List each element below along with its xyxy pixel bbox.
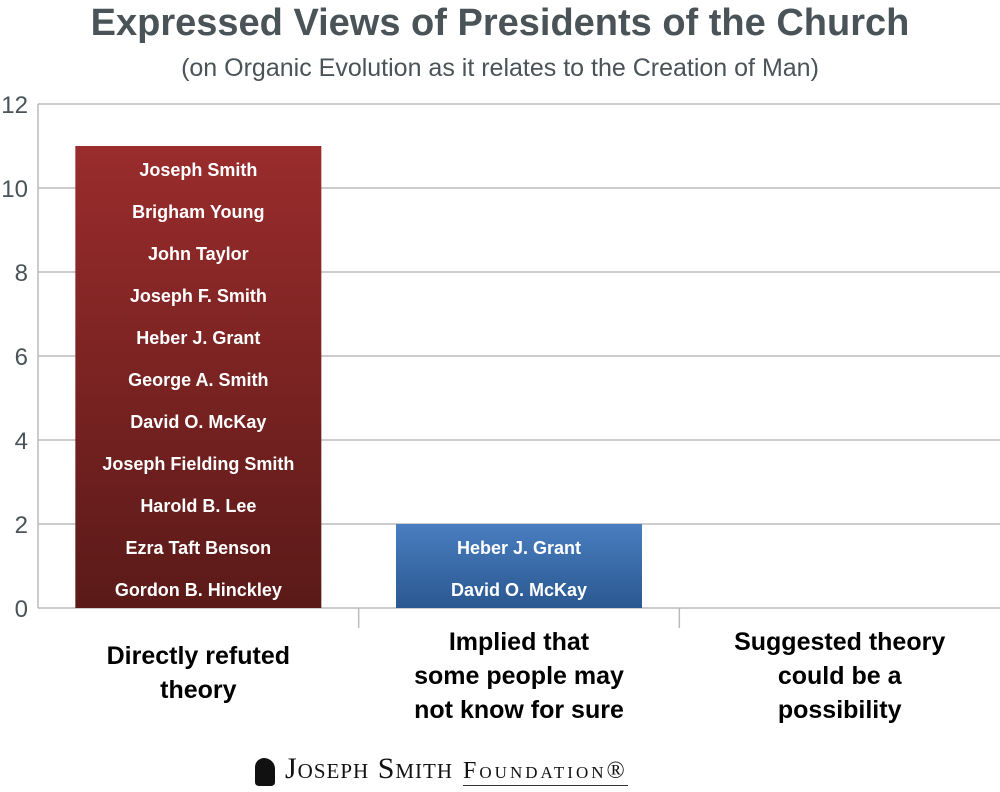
x-category-label: not know for sure xyxy=(414,696,624,724)
x-category-label: possibility xyxy=(778,696,902,724)
bar-label: George A. Smith xyxy=(128,370,268,390)
chart-title: Expressed Views of Presidents of the Chu… xyxy=(90,2,910,44)
bar-label: Brigham Young xyxy=(132,202,264,222)
y-tick-label: 8 xyxy=(15,260,28,287)
bar xyxy=(396,524,642,608)
x-category-label: some people may xyxy=(414,662,624,690)
bar-label: Heber J. Grant xyxy=(136,328,260,348)
y-tick-label: 10 xyxy=(1,176,28,203)
y-tick-label: 12 xyxy=(1,92,28,119)
foundation-logo: Joseph Smith Foundation® xyxy=(255,752,628,786)
bar-label: Heber J. Grant xyxy=(457,538,581,558)
bar-label: Gordon B. Hinckley xyxy=(115,580,282,600)
bar-label: David O. McKay xyxy=(451,580,587,600)
x-category-label: Suggested theory xyxy=(734,628,945,656)
bar-chart: 0 2 4 6 8 10 12 Joseph Smith Brigham Young John T… xyxy=(1,92,1000,724)
x-category-label: could be a xyxy=(778,662,903,690)
bar xyxy=(75,146,322,608)
y-tick-label: 0 xyxy=(15,596,28,623)
chart-subtitle: (on Organic Evolution as it relates to t… xyxy=(181,54,819,82)
x-category-label: theory xyxy=(160,676,237,704)
bar-label: Harold B. Lee xyxy=(140,496,256,516)
bar-label: Joseph F. Smith xyxy=(130,286,267,306)
bar-label: Joseph Smith xyxy=(139,160,257,180)
bar-label: David O. McKay xyxy=(130,412,266,432)
y-tick-label: 2 xyxy=(15,512,28,539)
x-category-label: Directly refuted xyxy=(107,642,290,670)
bar-label: John Taylor xyxy=(148,244,249,264)
logo-suffix: Foundation® xyxy=(463,758,628,786)
logo-name: Joseph Smith xyxy=(285,752,454,785)
silhouette-icon xyxy=(255,758,275,786)
y-tick-label: 6 xyxy=(15,344,28,371)
y-tick-label: 4 xyxy=(15,428,28,455)
x-category-label: Implied that xyxy=(449,628,590,656)
bar-label: Joseph Fielding Smith xyxy=(102,454,294,474)
bar-label: Ezra Taft Benson xyxy=(125,538,271,558)
